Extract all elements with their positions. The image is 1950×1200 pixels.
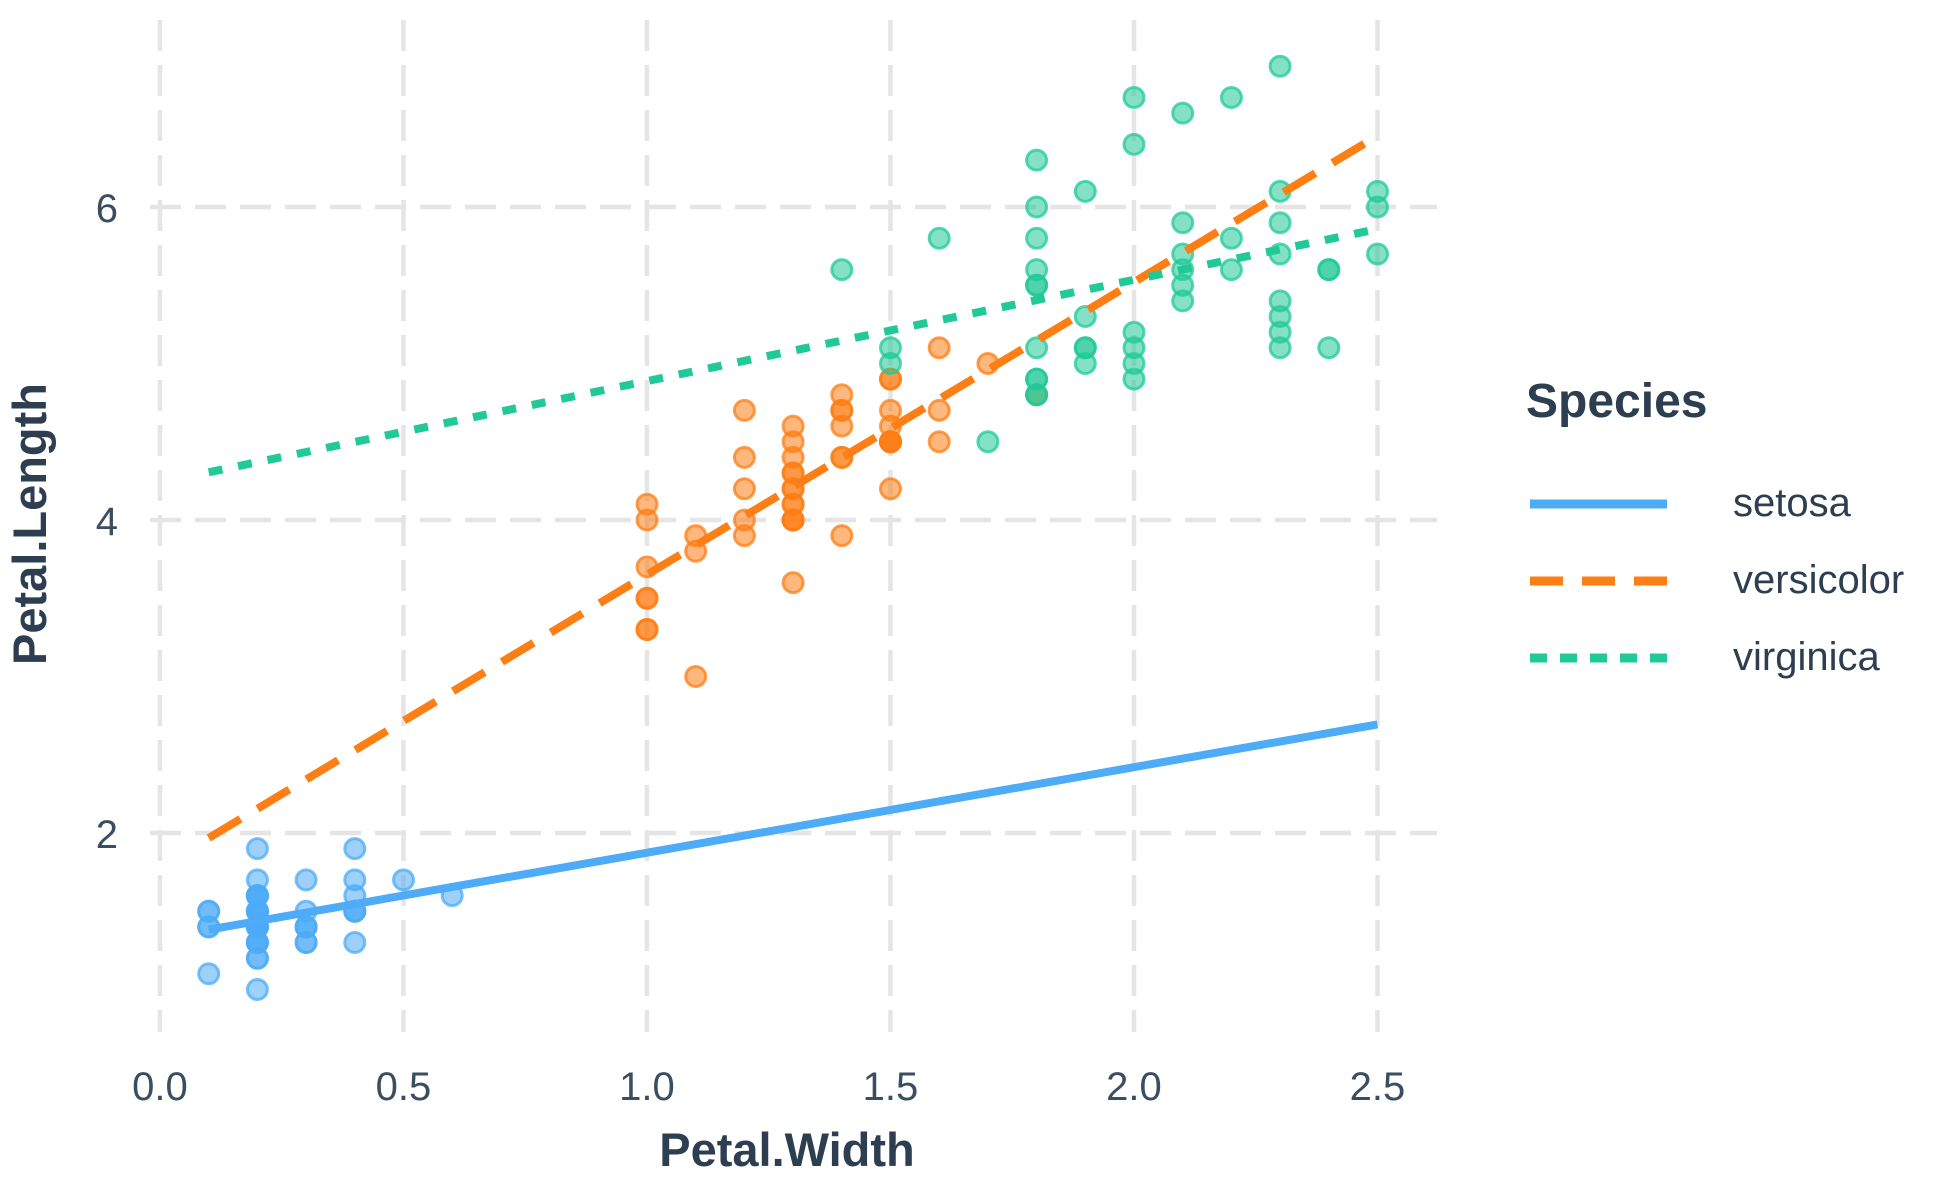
data-point xyxy=(781,461,805,485)
dotted-line-key-icon xyxy=(1530,653,1667,663)
data-point xyxy=(927,336,951,360)
data-point xyxy=(1366,242,1389,266)
data-point xyxy=(684,665,708,688)
y-axis-tick-labels: 2 4 6 xyxy=(96,187,118,857)
y-axis-title: Petal.Length xyxy=(3,383,56,665)
data-point xyxy=(927,430,951,454)
legend-item-setosa: setosa xyxy=(1526,465,1904,542)
data-point xyxy=(1317,258,1341,282)
solid-line-key-icon xyxy=(1530,499,1667,509)
data-point xyxy=(879,477,902,501)
data-point xyxy=(1171,101,1195,125)
x-tick-label: 2.5 xyxy=(1350,1065,1406,1109)
data-point xyxy=(1025,148,1049,172)
points-virginica xyxy=(830,54,1389,454)
data-point xyxy=(1122,132,1146,156)
x-tick-label: 1.0 xyxy=(619,1065,675,1109)
y-tick-label: 4 xyxy=(96,500,118,544)
data-point xyxy=(1073,179,1097,203)
legend-label-virginica: virginica xyxy=(1733,635,1880,680)
data-point xyxy=(1122,320,1146,344)
y-tick-label: 6 xyxy=(96,187,118,231)
trend-lines-layer xyxy=(206,132,1380,934)
data-point xyxy=(1268,289,1292,313)
data-point xyxy=(879,398,902,422)
data-point xyxy=(879,336,902,360)
data-point xyxy=(1025,195,1049,219)
data-point xyxy=(781,571,805,595)
trend-line-setosa xyxy=(208,720,1379,934)
dashed-line-key-icon xyxy=(1530,576,1667,586)
data-point xyxy=(1073,352,1097,375)
data-point xyxy=(635,586,659,610)
data-point xyxy=(1268,320,1292,344)
points-versicolor xyxy=(635,336,1049,688)
data-point xyxy=(392,868,415,892)
data-point xyxy=(1122,86,1146,109)
data-point xyxy=(927,226,951,250)
data-point xyxy=(1025,383,1049,407)
data-point xyxy=(635,492,659,516)
y-tick-label: 2 xyxy=(96,813,118,857)
legend-items: setosa versicolor virginica xyxy=(1526,465,1904,696)
x-axis-tick-labels: 0.0 0.5 1.0 1.5 2.0 2.5 xyxy=(132,1065,1405,1109)
data-point xyxy=(1171,211,1195,235)
legend-item-versicolor: versicolor xyxy=(1526,542,1904,619)
data-point xyxy=(1219,226,1243,250)
data-point xyxy=(1122,367,1146,391)
data-point xyxy=(245,837,269,861)
data-point xyxy=(635,618,659,641)
data-point xyxy=(343,837,367,861)
data-point xyxy=(879,430,902,454)
data-point xyxy=(732,398,756,422)
data-point xyxy=(1025,226,1049,250)
legend-item-virginica: virginica xyxy=(1526,619,1904,696)
legend-label-versicolor: versicolor xyxy=(1733,558,1905,603)
data-point xyxy=(927,398,951,422)
x-tick-label: 2.0 xyxy=(1106,1065,1162,1109)
data-point xyxy=(1219,86,1243,109)
data-point xyxy=(830,258,854,282)
data-point xyxy=(732,477,756,501)
x-axis-title: Petal.Width xyxy=(659,1123,914,1176)
data-point xyxy=(294,915,318,939)
x-tick-label: 0.0 xyxy=(132,1065,188,1109)
data-point xyxy=(830,383,854,407)
data-point xyxy=(1268,54,1292,78)
data-point xyxy=(1219,258,1243,282)
trend-line-virginica xyxy=(207,225,1379,477)
data-point xyxy=(732,445,756,469)
x-tick-label: 1.5 xyxy=(863,1065,919,1109)
data-point xyxy=(343,931,367,954)
data-point xyxy=(976,430,1000,454)
data-point xyxy=(1025,273,1049,297)
data-point xyxy=(1025,336,1049,360)
data-point xyxy=(781,492,805,516)
data-point xyxy=(1317,336,1341,360)
data-point xyxy=(1171,289,1195,313)
data-point xyxy=(1268,211,1292,235)
data-point xyxy=(781,414,805,438)
data-point xyxy=(245,978,269,1001)
legend: Species setosa versicolor virginica xyxy=(1526,374,1904,696)
data-points-layer xyxy=(197,54,1389,1001)
points-setosa xyxy=(197,837,464,1001)
data-point xyxy=(830,524,854,548)
data-point xyxy=(294,868,318,892)
legend-title: Species xyxy=(1526,375,1708,428)
data-point xyxy=(830,414,854,438)
data-point xyxy=(197,962,221,986)
data-point xyxy=(1366,179,1389,203)
x-tick-label: 0.5 xyxy=(376,1065,432,1109)
legend-label-setosa: setosa xyxy=(1733,481,1851,526)
